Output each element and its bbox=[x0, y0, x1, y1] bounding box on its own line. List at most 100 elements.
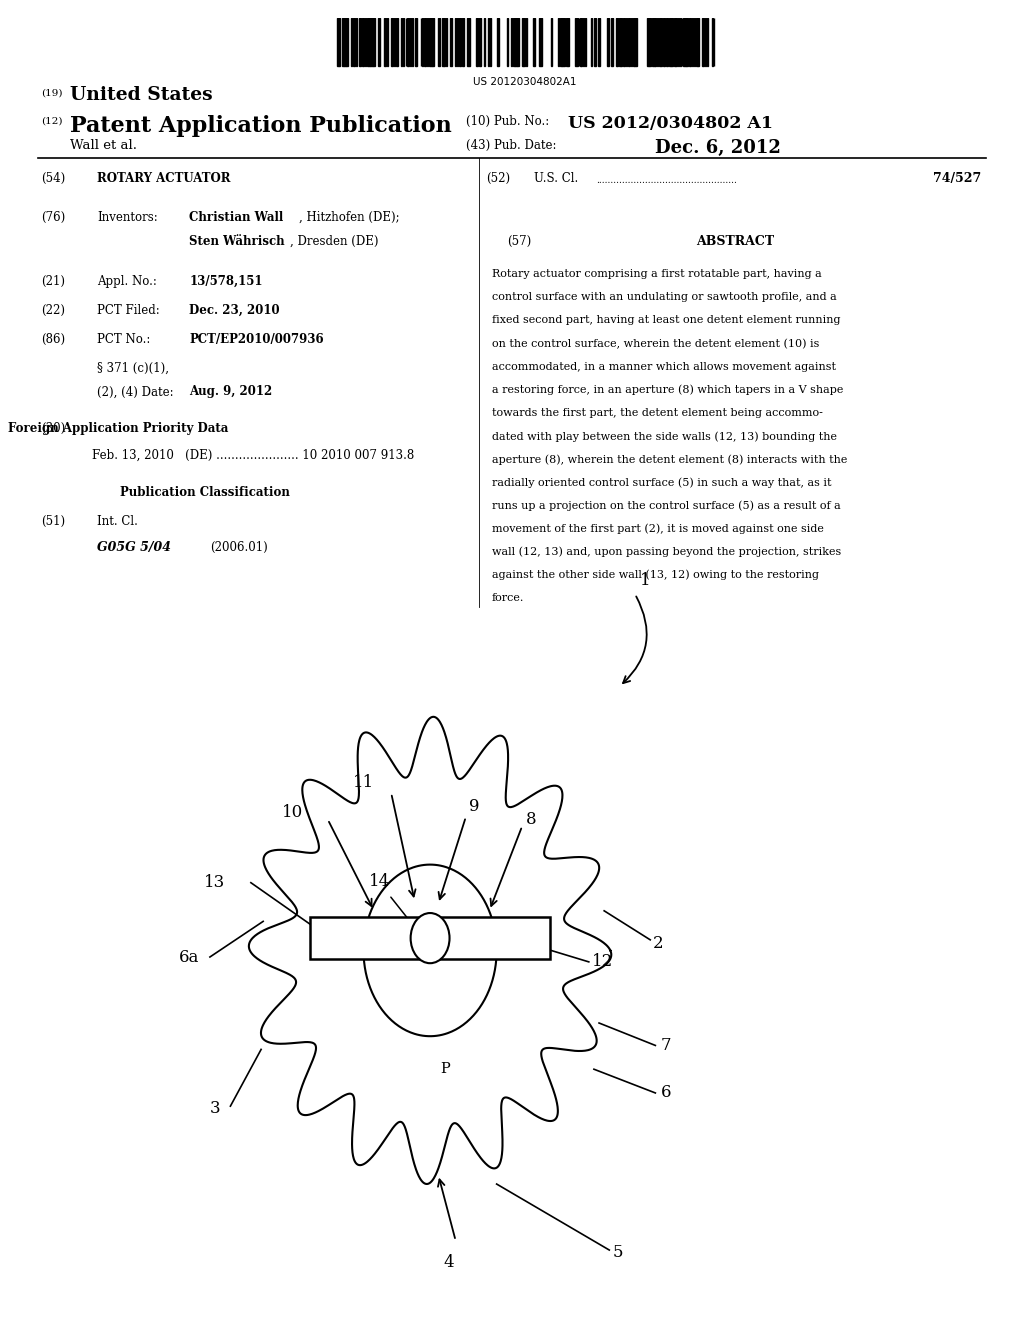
Bar bbox=[359, 18, 361, 66]
Bar bbox=[344, 18, 346, 66]
Bar bbox=[507, 18, 508, 66]
Text: force.: force. bbox=[492, 593, 524, 603]
Text: 1: 1 bbox=[640, 573, 650, 589]
Bar bbox=[476, 18, 478, 66]
Bar bbox=[387, 18, 388, 66]
Bar bbox=[611, 18, 613, 66]
Text: (2), (4) Date:: (2), (4) Date: bbox=[97, 385, 174, 399]
Bar bbox=[652, 18, 654, 66]
Text: 3: 3 bbox=[210, 1101, 220, 1117]
Text: (51): (51) bbox=[41, 515, 66, 528]
Text: 6: 6 bbox=[660, 1085, 671, 1101]
Bar bbox=[459, 18, 461, 66]
Bar bbox=[446, 18, 447, 66]
Bar bbox=[309, 917, 551, 960]
Text: Christian Wall: Christian Wall bbox=[189, 211, 284, 224]
Text: § 371 (c)(1),: § 371 (c)(1), bbox=[97, 362, 169, 375]
Bar bbox=[342, 18, 344, 66]
Bar bbox=[393, 18, 395, 66]
Text: (10) Pub. No.:: (10) Pub. No.: bbox=[466, 115, 549, 128]
Bar bbox=[400, 18, 402, 66]
Bar bbox=[631, 18, 632, 66]
Bar bbox=[617, 18, 618, 66]
Bar bbox=[647, 18, 648, 66]
Bar bbox=[517, 18, 519, 66]
Bar bbox=[337, 18, 339, 66]
Bar bbox=[626, 18, 628, 66]
Bar bbox=[686, 18, 688, 66]
Bar bbox=[378, 18, 380, 66]
Bar bbox=[362, 18, 364, 66]
Text: Publication Classification: Publication Classification bbox=[120, 486, 290, 499]
Bar bbox=[591, 18, 593, 66]
Bar bbox=[444, 18, 445, 66]
Text: 5: 5 bbox=[612, 1245, 623, 1261]
Bar bbox=[451, 18, 453, 66]
Bar bbox=[623, 18, 625, 66]
Text: movement of the first part (2), it is moved against one side: movement of the first part (2), it is mo… bbox=[492, 524, 823, 535]
Text: Rotary actuator comprising a first rotatable part, having a: Rotary actuator comprising a first rotat… bbox=[492, 269, 821, 280]
Text: Wall et al.: Wall et al. bbox=[70, 139, 136, 152]
Text: 13: 13 bbox=[204, 874, 225, 891]
Text: a restoring force, in an aperture (8) which tapers in a V shape: a restoring force, in an aperture (8) wh… bbox=[492, 385, 843, 396]
Bar bbox=[456, 18, 457, 66]
Text: fixed second part, having at least one detent element running: fixed second part, having at least one d… bbox=[492, 315, 840, 326]
Bar bbox=[607, 18, 608, 66]
Text: P: P bbox=[440, 1063, 451, 1076]
Text: 11: 11 bbox=[353, 774, 375, 791]
Bar bbox=[575, 18, 578, 66]
Bar bbox=[551, 18, 552, 66]
Bar bbox=[384, 18, 386, 66]
Bar bbox=[479, 18, 481, 66]
Text: dated with play between the side walls (12, 13) bounding the: dated with play between the side walls (… bbox=[492, 432, 837, 442]
Bar bbox=[594, 18, 596, 66]
Circle shape bbox=[411, 913, 450, 964]
Bar bbox=[560, 18, 562, 66]
Text: runs up a projection on the control surface (5) as a result of a: runs up a projection on the control surf… bbox=[492, 500, 841, 511]
Text: wall (12, 13) and, upon passing beyond the projection, strikes: wall (12, 13) and, upon passing beyond t… bbox=[492, 546, 841, 557]
Bar bbox=[462, 18, 464, 66]
Text: accommodated, in a manner which allows movement against: accommodated, in a manner which allows m… bbox=[492, 362, 836, 372]
Text: (30): (30) bbox=[41, 422, 66, 436]
Bar bbox=[417, 18, 418, 66]
Text: 9: 9 bbox=[469, 797, 479, 814]
Bar bbox=[695, 18, 697, 66]
Text: US 2012/0304802 A1: US 2012/0304802 A1 bbox=[568, 115, 773, 132]
Bar bbox=[540, 18, 542, 66]
Bar bbox=[669, 18, 671, 66]
Text: (86): (86) bbox=[41, 333, 66, 346]
Bar bbox=[676, 18, 677, 66]
Text: aperture (8), wherein the detent element (8) interacts with the: aperture (8), wherein the detent element… bbox=[492, 454, 847, 465]
Text: (43) Pub. Date:: (43) Pub. Date: bbox=[466, 139, 556, 152]
Text: on the control surface, wherein the detent element (10) is: on the control surface, wherein the dete… bbox=[492, 339, 819, 348]
Bar bbox=[565, 18, 567, 66]
Text: 8: 8 bbox=[526, 810, 537, 828]
Bar bbox=[351, 18, 352, 66]
Text: radially oriented control surface (5) in such a way that, as it: radially oriented control surface (5) in… bbox=[492, 478, 831, 488]
Bar bbox=[562, 18, 565, 66]
Bar bbox=[391, 18, 393, 66]
Text: Sten Währisch: Sten Währisch bbox=[189, 235, 285, 248]
Bar bbox=[403, 18, 404, 66]
Bar bbox=[659, 18, 662, 66]
Text: Inventors:: Inventors: bbox=[97, 211, 158, 224]
Text: 12: 12 bbox=[592, 953, 613, 970]
Bar bbox=[488, 18, 489, 66]
Bar bbox=[683, 18, 686, 66]
Bar bbox=[429, 18, 431, 66]
Bar bbox=[483, 18, 485, 66]
Text: 14: 14 bbox=[369, 874, 390, 890]
Bar bbox=[629, 18, 631, 66]
Text: Feb. 13, 2010   (DE) ...................... 10 2010 007 913.8: Feb. 13, 2010 (DE) .....................… bbox=[92, 449, 415, 462]
Text: (57): (57) bbox=[507, 235, 531, 248]
Text: US 20120304802A1: US 20120304802A1 bbox=[472, 77, 577, 87]
Text: (54): (54) bbox=[41, 172, 66, 185]
Bar bbox=[408, 18, 409, 66]
Bar bbox=[457, 18, 459, 66]
Text: (12): (12) bbox=[41, 116, 62, 125]
Bar bbox=[424, 18, 426, 66]
Text: ABSTRACT: ABSTRACT bbox=[696, 235, 774, 248]
Text: Aug. 9, 2012: Aug. 9, 2012 bbox=[189, 385, 272, 399]
Bar bbox=[346, 18, 348, 66]
Text: (2006.01): (2006.01) bbox=[210, 541, 267, 554]
